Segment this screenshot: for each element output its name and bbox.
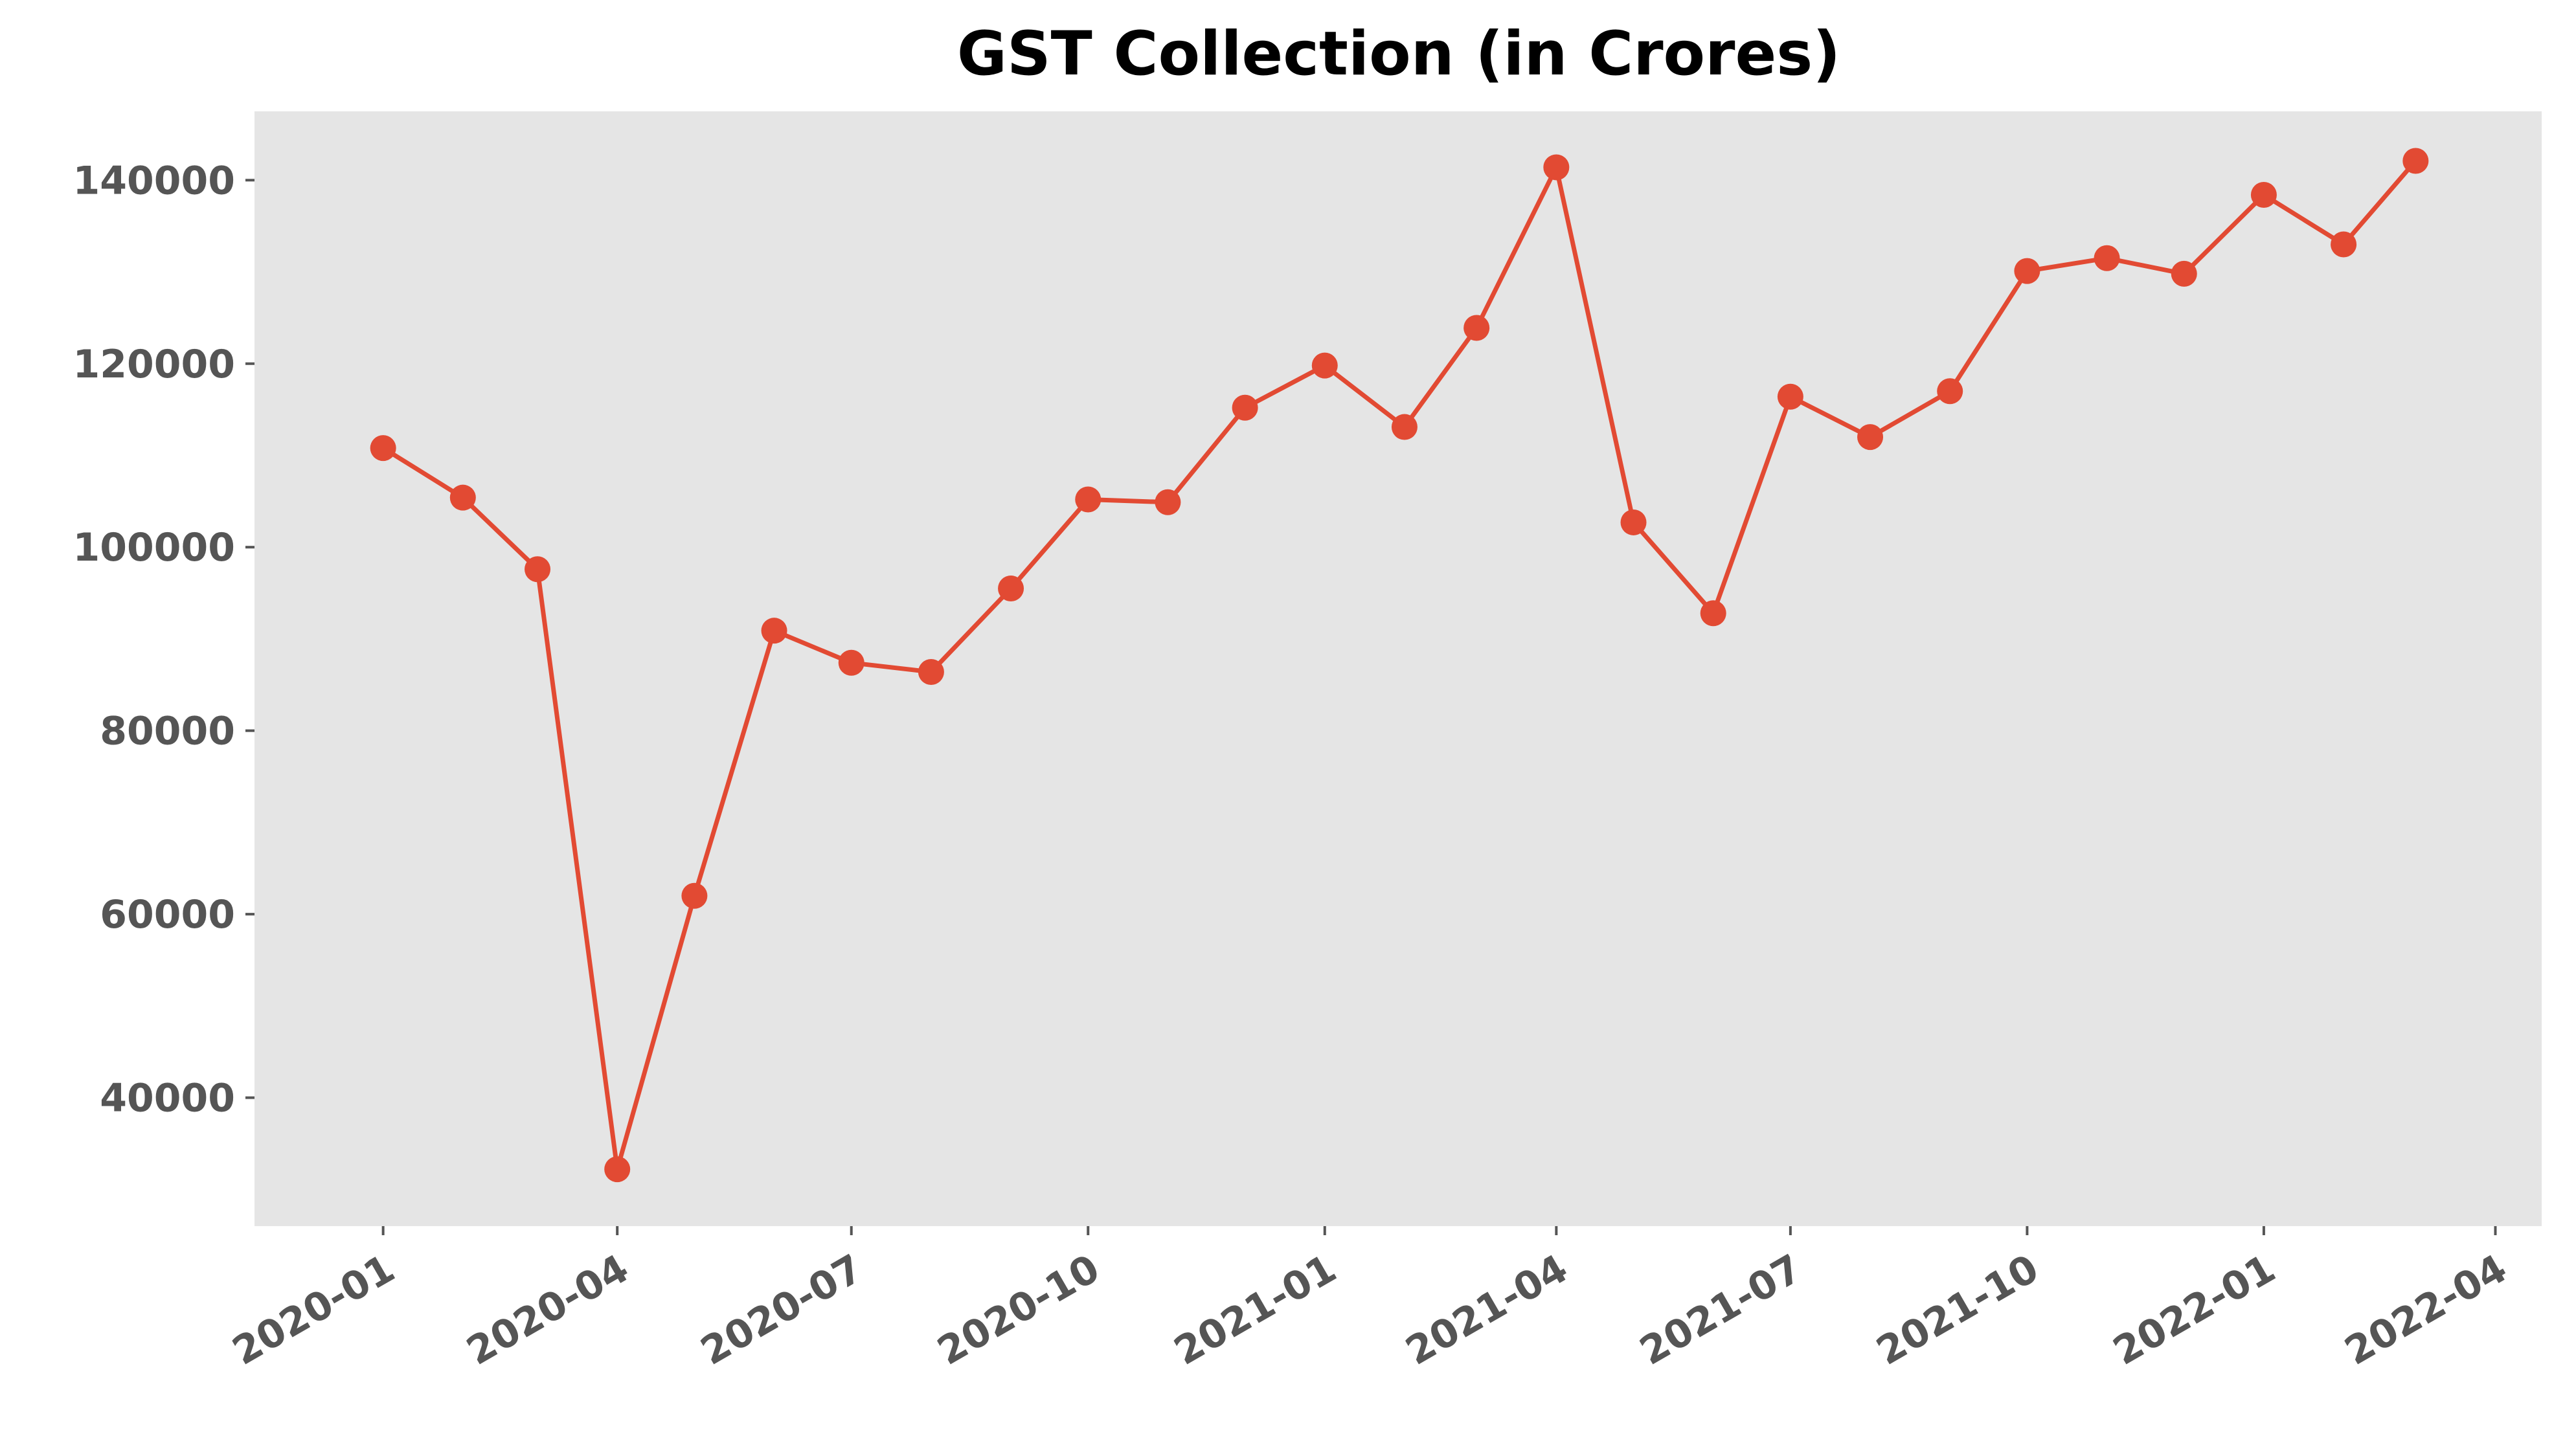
data-point [681,882,708,909]
y-tick-label: 80000 [100,709,235,754]
x-tick-label: 2021-01 [1167,1246,1344,1374]
y-tick-label: 40000 [100,1076,235,1121]
x-tick-label: 2021-04 [1398,1246,1575,1374]
data-point [2014,258,2040,284]
data-point [449,484,476,511]
data-point [2171,260,2197,287]
data-point [918,658,944,685]
x-tick-label: 2020-07 [694,1246,870,1374]
data-point [1311,352,1338,379]
x-tick-label: 2021-10 [1869,1246,2046,1374]
x-tick-label: 2020-01 [225,1246,402,1374]
x-tick-label: 2021-07 [1633,1246,1809,1374]
data-point [604,1156,631,1183]
series-group [370,148,2429,1183]
data-point [1543,154,1570,181]
y-tick-label: 100000 [73,525,236,570]
x-tick-label: 2020-04 [459,1246,636,1374]
y-axis: 40000 60000 80000 100000 120000 140000 [73,158,254,1121]
chart-title: GST Collection (in Crores) [957,19,1840,89]
x-tick-label: 2020-10 [930,1246,1107,1374]
x-axis: 2020-01 2020-04 2020-07 2020-10 2021-01 2021-… [225,1226,2514,1374]
data-point [2094,245,2120,271]
x-tick-label: 2022-04 [2337,1246,2514,1374]
data-point [1463,315,1490,341]
data-point [998,575,1024,601]
x-tick-label: 2022-01 [2106,1246,2283,1374]
data-point [1857,424,1884,451]
data-point [1075,486,1102,513]
data-point [1777,383,1803,410]
data-point [1620,509,1647,535]
y-tick-label: 60000 [100,892,235,937]
data-point [2250,181,2277,208]
data-point [1700,600,1726,627]
data-point [761,618,787,644]
data-point [838,649,864,676]
data-point [2331,231,2357,258]
y-tick-label: 120000 [73,342,236,387]
data-point [2402,148,2429,174]
data-point [1232,394,1258,421]
data-point [525,556,551,583]
data-point [1937,378,1963,405]
data-point [1391,414,1418,440]
data-point [1155,489,1181,515]
plot-area [254,111,2542,1226]
y-tick-label: 140000 [73,158,236,203]
data-point [370,435,396,462]
